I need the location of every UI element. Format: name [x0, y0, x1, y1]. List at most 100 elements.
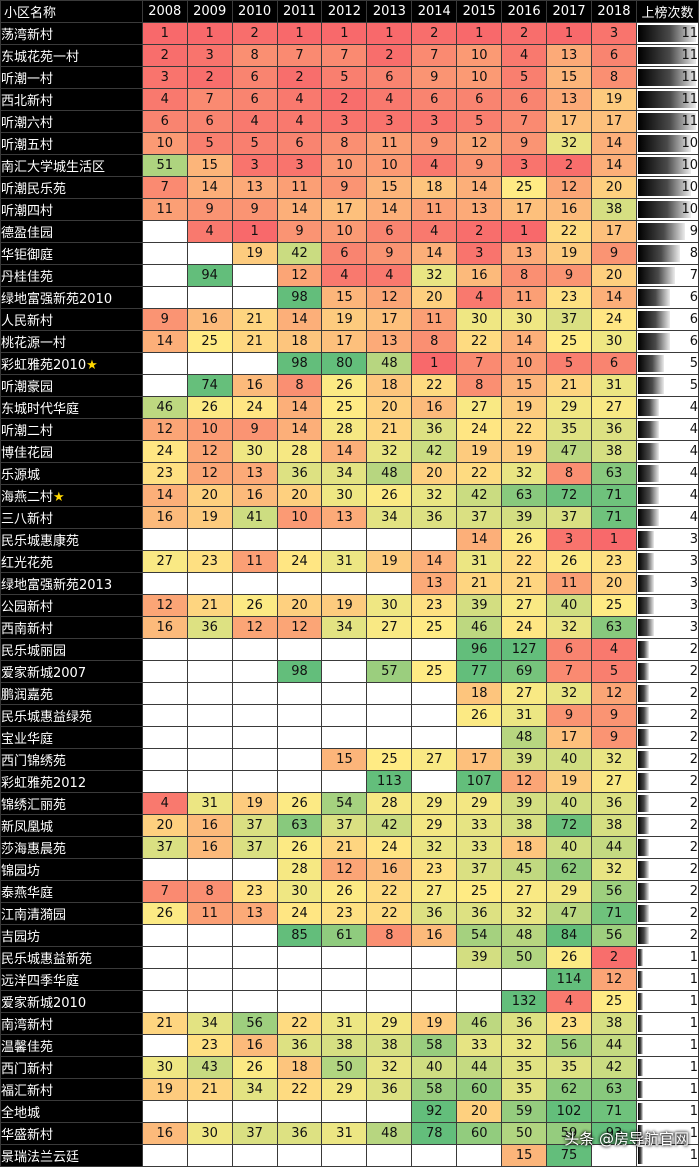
community-name: 彩虹雅苑2012	[1, 776, 87, 791]
rank-count-value: 4	[689, 466, 698, 481]
rank-count-cell: 3	[635, 572, 699, 595]
year-header-2010[interactable]: 2010	[231, 0, 278, 23]
table-row[interactable]: 景瑞法兰云廷 15 75 1	[0, 1144, 699, 1167]
year-header-2013[interactable]: 2013	[366, 0, 413, 23]
table-row[interactable]: 绿地富强新苑2010 98 15 12 20 4 11 23 14 6	[0, 286, 699, 309]
table-row[interactable]: 丹桂佳苑 94 12 4 4 32 16 8 9 20 7	[0, 264, 699, 287]
rank-cell: 4	[456, 286, 503, 309]
table-row[interactable]: 锦绣汇丽苑 4 31 19 26 54 28 29 29 39 40 36 2	[0, 792, 699, 815]
table-row[interactable]: 博佳花园 24 12 30 28 14 32 42 19 19 47 38 4	[0, 440, 699, 463]
rank-count-value: 3	[689, 598, 698, 613]
count-databar	[637, 1081, 643, 1098]
year-header-2012[interactable]: 2012	[321, 0, 368, 23]
rank-cell: 38	[501, 814, 548, 837]
table-row[interactable]: 听潮豪园 74 16 8 26 18 22 8 15 21 31 5	[0, 374, 699, 397]
rank-cell: 34	[321, 462, 368, 485]
rank-cell: 8	[411, 330, 458, 353]
table-row[interactable]: 鹏润嘉苑 18 27 32 12 2	[0, 682, 699, 705]
community-name-cell: 听潮一村	[0, 66, 143, 89]
table-row[interactable]: 福汇新村 19 21 34 22 29 36 58 60 35 62 63 1	[0, 1078, 699, 1101]
rank-cell: 19	[321, 308, 368, 331]
rank-cell	[231, 352, 278, 375]
community-name: 景瑞法兰云廷	[1, 1150, 80, 1165]
table-row[interactable]: 乐源城 23 12 13 36 34 48 20 22 32 8 63 4	[0, 462, 699, 485]
rank-cell: 23	[411, 594, 458, 617]
table-row[interactable]: 南湾新村 21 34 56 22 31 29 19 46 36 23 38 1	[0, 1012, 699, 1035]
table-row[interactable]: 东城花苑一村 2 3 8 7 7 2 7 10 4 13 6 11	[0, 44, 699, 67]
year-header-2011[interactable]: 2011	[276, 0, 323, 23]
name-column-header[interactable]: 小区名称	[0, 0, 143, 23]
count-databar	[637, 487, 659, 504]
table-row[interactable]: 德盈佳园 4 1 9 10 6 4 2 1 22 17 9	[0, 220, 699, 243]
table-row[interactable]: 民乐城丽园 96 127 6 4 2	[0, 638, 699, 661]
count-databar	[637, 751, 649, 768]
table-row[interactable]: 南汇大学城生活区 51 15 3 3 10 10 4 9 3 2 14 10	[0, 154, 699, 177]
rank-cell: 32	[591, 858, 637, 881]
rank-cell: 21	[546, 374, 593, 397]
table-row[interactable]: 西门新村 30 43 26 18 50 32 40 44 35 35 42 1	[0, 1056, 699, 1079]
year-header-2009[interactable]: 2009	[186, 0, 233, 23]
table-row[interactable]: 荡湾新村 1 1 2 1 1 1 2 1 2 1 3 11	[0, 22, 699, 45]
table-row[interactable]: 东城时代华庭 46 26 24 14 25 20 16 27 19 29 27 4	[0, 396, 699, 419]
table-row[interactable]: 海燕二村★ 14 20 16 20 30 26 32 42 63 72 71 4	[0, 484, 699, 507]
community-name: 绿地富强新苑2010	[1, 292, 113, 307]
rank-cell: 4	[501, 44, 548, 67]
table-row[interactable]: 温馨佳苑 23 16 36 38 38 58 33 32 56 44 1	[0, 1034, 699, 1057]
count-column-header[interactable]: 上榜次数	[635, 0, 699, 23]
rank-cell: 1	[186, 22, 233, 45]
rank-cell	[276, 726, 323, 749]
table-row[interactable]: 锦园坊 28 12 16 23 37 45 62 32 2	[0, 858, 699, 881]
table-row[interactable]: 吉园坊 85 61 8 16 54 48 84 56 2	[0, 924, 699, 947]
table-row[interactable]: 听潮五村 10 5 5 6 8 11 9 12 9 32 14 10	[0, 132, 699, 155]
rank-count-cell: 10	[635, 176, 699, 199]
table-row[interactable]: 西南新村 16 36 12 12 34 27 25 46 24 32 63 3	[0, 616, 699, 639]
year-header-2017[interactable]: 2017	[546, 0, 593, 23]
table-row[interactable]: 民乐城惠益新苑 39 50 26 2 1	[0, 946, 699, 969]
table-row[interactable]: 听潮六村 6 6 4 4 3 3 3 5 7 17 17 11	[0, 110, 699, 133]
table-row[interactable]: 西门锦绣苑 15 25 27 17 39 40 32 2	[0, 748, 699, 771]
table-row[interactable]: 听潮四村 11 9 9 14 17 14 11 13 17 16 38 10	[0, 198, 699, 221]
year-header-2014[interactable]: 2014	[411, 0, 458, 23]
table-row[interactable]: 听潮一村 3 2 6 2 5 6 9 10 5 15 8 11	[0, 66, 699, 89]
table-row[interactable]: 绿地富强新苑2013 13 21 21 11 20 3	[0, 572, 699, 595]
rank-cell: 15	[366, 176, 413, 199]
table-row[interactable]: 彩虹雅苑2010★ 98 80 48 1 7 10 5 6 5	[0, 352, 699, 375]
table-row[interactable]: 全地城 92 20 59 102 71 1	[0, 1100, 699, 1123]
rank-count-value: 7	[689, 268, 698, 283]
table-row[interactable]: 三八新村 16 19 41 10 13 34 36 37 39 37 71 4	[0, 506, 699, 529]
year-header-2018[interactable]: 2018	[591, 0, 637, 23]
table-row[interactable]: 泰燕华庭 7 8 23 30 26 22 27 25 27 29 56 2	[0, 880, 699, 903]
table-row[interactable]: 听潮二村 12 10 9 14 28 21 36 24 22 35 36 4	[0, 418, 699, 441]
year-header-2015[interactable]: 2015	[456, 0, 503, 23]
table-row[interactable]: 红光花苑 27 23 11 24 31 19 14 31 22 26 23 3	[0, 550, 699, 573]
count-databar	[637, 179, 691, 196]
table-row[interactable]: 民乐城惠益绿苑 26 31 9 9 2	[0, 704, 699, 727]
rank-cell	[186, 660, 233, 683]
table-row[interactable]: 人民新村 9 16 21 14 19 17 11 30 30 37 24 6	[0, 308, 699, 331]
rank-cell: 23	[411, 858, 458, 881]
table-row[interactable]: 西北新村 4 7 6 4 2 4 6 6 6 13 19 11	[0, 88, 699, 111]
rank-count-cell: 2	[635, 792, 699, 815]
table-row[interactable]: 远洋四季华庭 114 12 1	[0, 968, 699, 991]
table-row[interactable]: 公园新村 12 21 26 20 19 30 23 39 27 40 25 3	[0, 594, 699, 617]
community-name: 红光花苑	[1, 556, 54, 571]
table-row[interactable]: 听潮民乐苑 7 14 13 11 9 15 18 14 25 12 20 10	[0, 176, 699, 199]
rank-cell: 22	[546, 220, 593, 243]
table-row[interactable]: 桃花源一村 14 25 21 18 17 13 8 22 14 25 30 6	[0, 330, 699, 353]
rank-cell: 72	[546, 814, 593, 837]
table-row[interactable]: 华钜御庭 19 42 6 9 14 3 13 19 9 8	[0, 242, 699, 265]
table-row[interactable]: 民乐城惠康苑 14 26 3 1 3	[0, 528, 699, 551]
rank-cell: 36	[591, 792, 637, 815]
rank-cell: 19	[591, 88, 637, 111]
year-header-2008[interactable]: 2008	[141, 0, 188, 23]
table-row[interactable]: 新凤凰城 20 16 37 63 37 42 29 33 38 72 38 2	[0, 814, 699, 837]
rank-cell: 1	[591, 528, 637, 551]
table-row[interactable]: 爱家新城2007 98 57 25 77 69 7 5 2	[0, 660, 699, 683]
table-row[interactable]: 宝业华庭 48 17 9 2	[0, 726, 699, 749]
table-row[interactable]: 爱家新城2010 132 4 25 1	[0, 990, 699, 1013]
table-row[interactable]: 江南清漪园 26 11 13 24 23 22 36 36 32 47 71 2	[0, 902, 699, 925]
rank-cell	[141, 528, 188, 551]
year-header-2016[interactable]: 2016	[501, 0, 548, 23]
table-row[interactable]: 彩虹雅苑2012 113 107 12 19 27 2	[0, 770, 699, 793]
table-row[interactable]: 莎海惠晨苑 37 16 37 26 21 24 32 33 18 40 44 2	[0, 836, 699, 859]
